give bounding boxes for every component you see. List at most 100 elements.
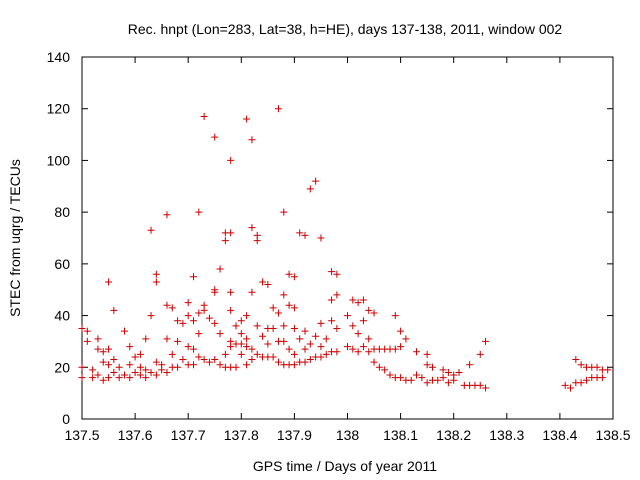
data-point — [243, 335, 251, 343]
x-tick-label: 137.9 — [277, 427, 312, 443]
data-point — [365, 335, 373, 343]
data-point — [115, 374, 123, 382]
data-point — [248, 288, 256, 296]
data-point — [274, 105, 282, 113]
data-point — [120, 371, 128, 379]
data-point — [195, 208, 203, 216]
data-point — [285, 301, 293, 309]
data-point — [285, 270, 293, 278]
data-point — [312, 177, 320, 185]
data-point — [269, 304, 277, 312]
data-point — [280, 208, 288, 216]
data-point — [131, 368, 139, 376]
data-point — [179, 356, 187, 364]
data-point — [428, 363, 436, 371]
data-point — [280, 291, 288, 299]
data-point — [227, 229, 235, 237]
data-point — [110, 368, 118, 376]
data-point — [333, 270, 341, 278]
x-axis-label: GPS time / Days of year 2011 — [253, 458, 437, 474]
x-tick-label: 137.6 — [118, 427, 153, 443]
data-point — [402, 335, 410, 343]
x-tick-label: 138.4 — [542, 427, 577, 443]
data-point — [211, 356, 219, 364]
data-point — [94, 345, 102, 353]
data-point — [163, 335, 171, 343]
data-point — [190, 345, 198, 353]
data-point — [333, 325, 341, 332]
data-point — [205, 358, 213, 366]
data-point — [333, 348, 341, 356]
data-point — [142, 374, 150, 382]
data-point — [253, 322, 261, 330]
data-point — [582, 376, 590, 384]
data-point — [354, 299, 362, 307]
data-point — [306, 356, 314, 364]
data-point — [290, 273, 298, 281]
data-point — [253, 350, 261, 358]
y-tick-label: 80 — [54, 204, 70, 220]
data-point — [248, 224, 256, 232]
data-point — [317, 234, 325, 242]
data-point — [136, 350, 144, 358]
data-point — [83, 337, 91, 345]
y-tick-label: 0 — [62, 411, 70, 427]
data-point — [227, 306, 235, 314]
data-point — [248, 356, 256, 364]
data-point — [243, 343, 251, 351]
data-point — [147, 226, 155, 234]
data-point — [434, 376, 442, 384]
data-point — [237, 350, 245, 358]
data-point — [317, 353, 325, 361]
data-point — [200, 112, 208, 120]
x-tick-label: 138.2 — [436, 427, 471, 443]
data-point — [158, 361, 166, 369]
data-point — [381, 366, 389, 374]
data-point — [349, 345, 357, 353]
data-point — [105, 361, 113, 369]
data-point — [598, 374, 606, 382]
data-point — [561, 381, 569, 389]
data-point — [370, 358, 378, 366]
data-point — [280, 337, 288, 345]
data-point — [577, 379, 585, 387]
y-tick-label: 60 — [54, 256, 70, 272]
data-point — [407, 376, 415, 384]
data-point — [439, 374, 447, 382]
data-point — [365, 348, 373, 356]
data-point — [83, 327, 91, 335]
data-point — [147, 312, 155, 320]
data-point — [264, 340, 272, 348]
data-point — [105, 278, 113, 286]
data-point — [365, 306, 373, 314]
data-point — [397, 327, 405, 335]
data-point — [482, 337, 490, 345]
data-point — [237, 317, 245, 325]
data-point — [94, 371, 102, 379]
data-point — [136, 371, 144, 379]
data-point — [221, 350, 229, 358]
data-point — [301, 358, 309, 366]
data-point — [99, 376, 107, 384]
data-point — [253, 237, 261, 245]
data-point — [142, 366, 150, 374]
data-point — [312, 332, 320, 340]
data-point — [391, 312, 399, 320]
data-point — [370, 309, 378, 317]
data-point — [301, 345, 309, 353]
data-point — [174, 363, 182, 371]
data-point — [482, 384, 490, 392]
data-point — [391, 345, 399, 353]
data-point — [152, 358, 160, 366]
data-point — [290, 361, 298, 369]
data-point — [317, 343, 325, 351]
data-point — [200, 306, 208, 314]
data-point — [577, 361, 585, 369]
data-point — [78, 325, 86, 332]
data-point — [328, 317, 336, 325]
y-axis-label: STEC from uqrg / TECUs — [7, 159, 23, 317]
y-tick-label: 100 — [47, 152, 71, 168]
y-tick-label: 140 — [47, 49, 71, 65]
data-point — [232, 322, 240, 330]
data-point — [476, 350, 484, 358]
